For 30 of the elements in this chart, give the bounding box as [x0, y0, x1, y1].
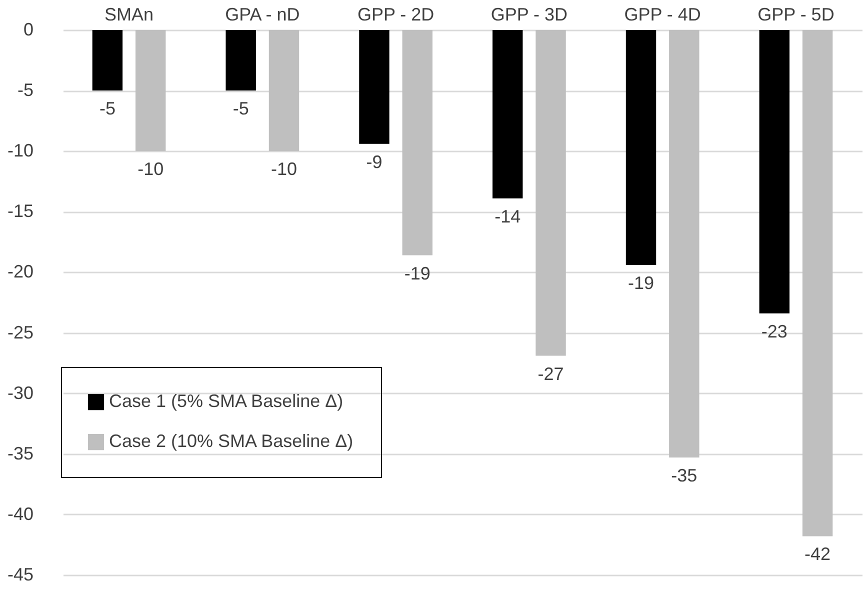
x-tick-label: GPA - nD	[225, 4, 300, 24]
y-tick-label: -40	[7, 504, 34, 524]
data-label: -10	[138, 159, 164, 180]
y-tick-label: -20	[7, 262, 34, 282]
y-tick-label: -45	[7, 564, 34, 584]
data-label: -5	[99, 98, 116, 119]
data-label: -27	[538, 364, 564, 384]
data-label: -42	[804, 544, 831, 564]
data-label: -5	[232, 98, 249, 119]
data-label: -19	[404, 263, 430, 284]
y-tick-label: -5	[17, 80, 34, 100]
data-label: -19	[628, 272, 654, 293]
y-tick-label: -10	[7, 140, 34, 161]
x-tick-label: GPP - 5D	[758, 4, 834, 24]
data-label: -35	[671, 466, 698, 486]
data-label: -23	[761, 321, 788, 342]
data-label: -14	[494, 206, 521, 226]
y-tick-label: -30	[7, 382, 34, 403]
data-label: -10	[270, 159, 297, 180]
y-tick-label: -25	[7, 322, 34, 342]
data-label: -9	[366, 152, 382, 172]
x-tick-label: GPP - 3D	[490, 4, 568, 24]
y-tick-label: -35	[7, 443, 34, 464]
legend-label: Case 1 (5% SMA Baseline Δ)	[109, 391, 344, 411]
legend-label: Case 2 (10% SMA Baseline Δ)	[109, 431, 354, 451]
x-tick-label: SMAn	[104, 4, 154, 24]
y-tick-label: 0	[23, 20, 34, 40]
y-tick-label: -15	[7, 201, 34, 222]
x-tick-label: GPP - 2D	[357, 4, 434, 24]
x-tick-label: GPP - 4D	[624, 4, 701, 24]
